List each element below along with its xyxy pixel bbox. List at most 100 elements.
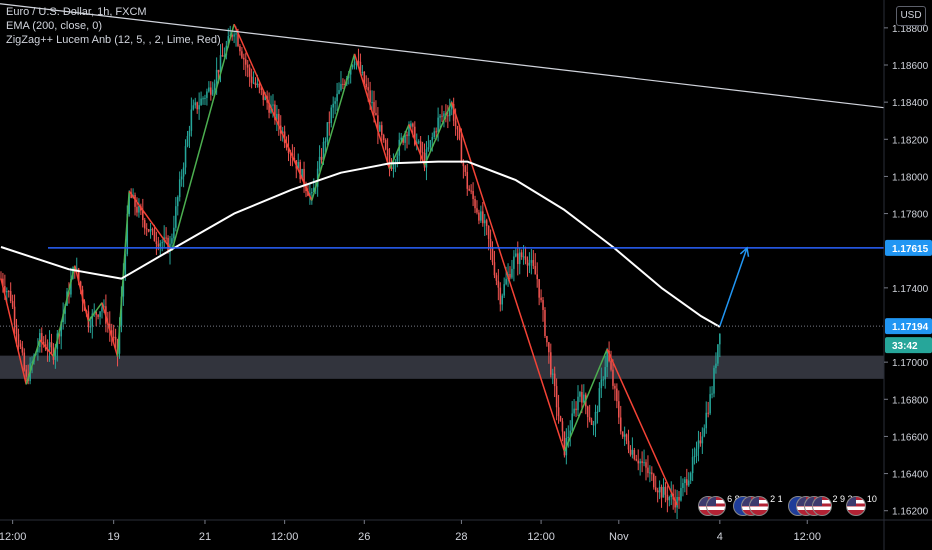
candle-body (297, 162, 300, 169)
candle-body (250, 76, 253, 83)
candle-body (204, 97, 206, 99)
candle (511, 259, 513, 280)
candle-body (571, 413, 573, 431)
candle (456, 125, 459, 141)
candle-body (70, 279, 72, 295)
currency-button[interactable]: USD (896, 6, 926, 26)
candle (635, 454, 638, 462)
descending-trendline[interactable] (0, 3, 885, 109)
candle-body (594, 411, 597, 425)
event-marker[interactable]: 6 8 (698, 493, 740, 519)
ema-200-line[interactable] (0, 160, 721, 328)
candle-body (13, 306, 16, 325)
legend-zigzag[interactable]: ZigZag++ Lucem Anb (12, 5, , 2, Lime, Re… (6, 34, 221, 46)
candle (380, 121, 383, 144)
zigzag-segment (74, 265, 90, 322)
candle (689, 471, 692, 484)
candle-body (670, 493, 673, 498)
candle (516, 241, 519, 276)
candle-body (419, 141, 422, 153)
candle (248, 64, 251, 87)
candle-body (652, 474, 655, 488)
candle-body (511, 268, 513, 278)
candle-body (48, 342, 51, 351)
candle (351, 64, 354, 70)
candle (194, 97, 197, 109)
candle (171, 233, 173, 248)
candle-body (176, 197, 179, 207)
zigzag-segment (606, 348, 678, 506)
candle-body (569, 430, 572, 437)
candle (501, 293, 504, 311)
candle (520, 249, 523, 260)
candle-body (384, 140, 387, 149)
candle-body (312, 187, 315, 193)
candle (588, 404, 591, 423)
candle (680, 476, 682, 502)
candle (600, 367, 603, 398)
candle (509, 266, 511, 280)
candle-body (618, 401, 620, 418)
candle (544, 307, 546, 339)
candle-body (491, 248, 494, 263)
candle-body (243, 57, 245, 60)
last-price-label-bg (885, 318, 932, 335)
event-count: 10 (866, 494, 877, 504)
candle (503, 277, 505, 298)
candle (25, 364, 28, 382)
candle-body (600, 379, 603, 389)
candle-body (437, 117, 439, 132)
legend-symbol[interactable]: Euro / U.S. Dollar, 1h, FXCM (6, 6, 147, 18)
candle (447, 105, 449, 129)
event-marker[interactable]: 2 9 2 (787, 493, 853, 519)
zigzag-segment (25, 339, 41, 385)
candle (439, 114, 441, 129)
event-marker[interactable]: 2 1 (733, 493, 783, 519)
candle (334, 97, 336, 115)
candle-body (227, 36, 230, 46)
candle-body (619, 417, 622, 432)
support-zone[interactable] (0, 355, 884, 379)
candle-body (559, 416, 562, 422)
candle (715, 352, 717, 374)
candle-body (518, 252, 521, 265)
candle (641, 451, 643, 473)
candle-body (379, 125, 381, 132)
candle-body (645, 462, 647, 468)
candle (384, 138, 387, 151)
projection-arrow[interactable] (719, 247, 748, 327)
zigzag-segment (171, 23, 235, 251)
candle-body (693, 455, 696, 458)
us-flag-icon (749, 496, 770, 516)
price-axis[interactable] (884, 0, 932, 550)
candle (705, 401, 708, 434)
candle-body (7, 291, 10, 293)
candle-body (126, 214, 129, 255)
candle-body (138, 205, 140, 213)
candle (656, 487, 659, 503)
candle-body (200, 98, 202, 106)
candle-body (178, 179, 181, 198)
candle-body (412, 123, 414, 127)
event-marker[interactable]: 10 (845, 493, 877, 519)
candle-body (427, 147, 430, 150)
candle-body (215, 69, 218, 84)
candle-body (470, 190, 472, 192)
candle-body (563, 431, 566, 456)
us-flag-icon (811, 496, 832, 516)
candle (610, 350, 612, 372)
candle (208, 81, 210, 93)
legend-ema[interactable]: EMA (200, close, 0) (6, 20, 102, 32)
candle (639, 458, 641, 476)
candle (480, 205, 482, 223)
candle-body (396, 155, 399, 162)
candle-body (303, 169, 305, 185)
candle (577, 385, 579, 417)
y-tick-label: 1.16400 (892, 470, 929, 481)
candle (250, 68, 253, 89)
candle (662, 478, 665, 498)
candle (707, 401, 709, 418)
y-tick-label: 1.18800 (892, 24, 929, 35)
candle-body (322, 141, 325, 160)
